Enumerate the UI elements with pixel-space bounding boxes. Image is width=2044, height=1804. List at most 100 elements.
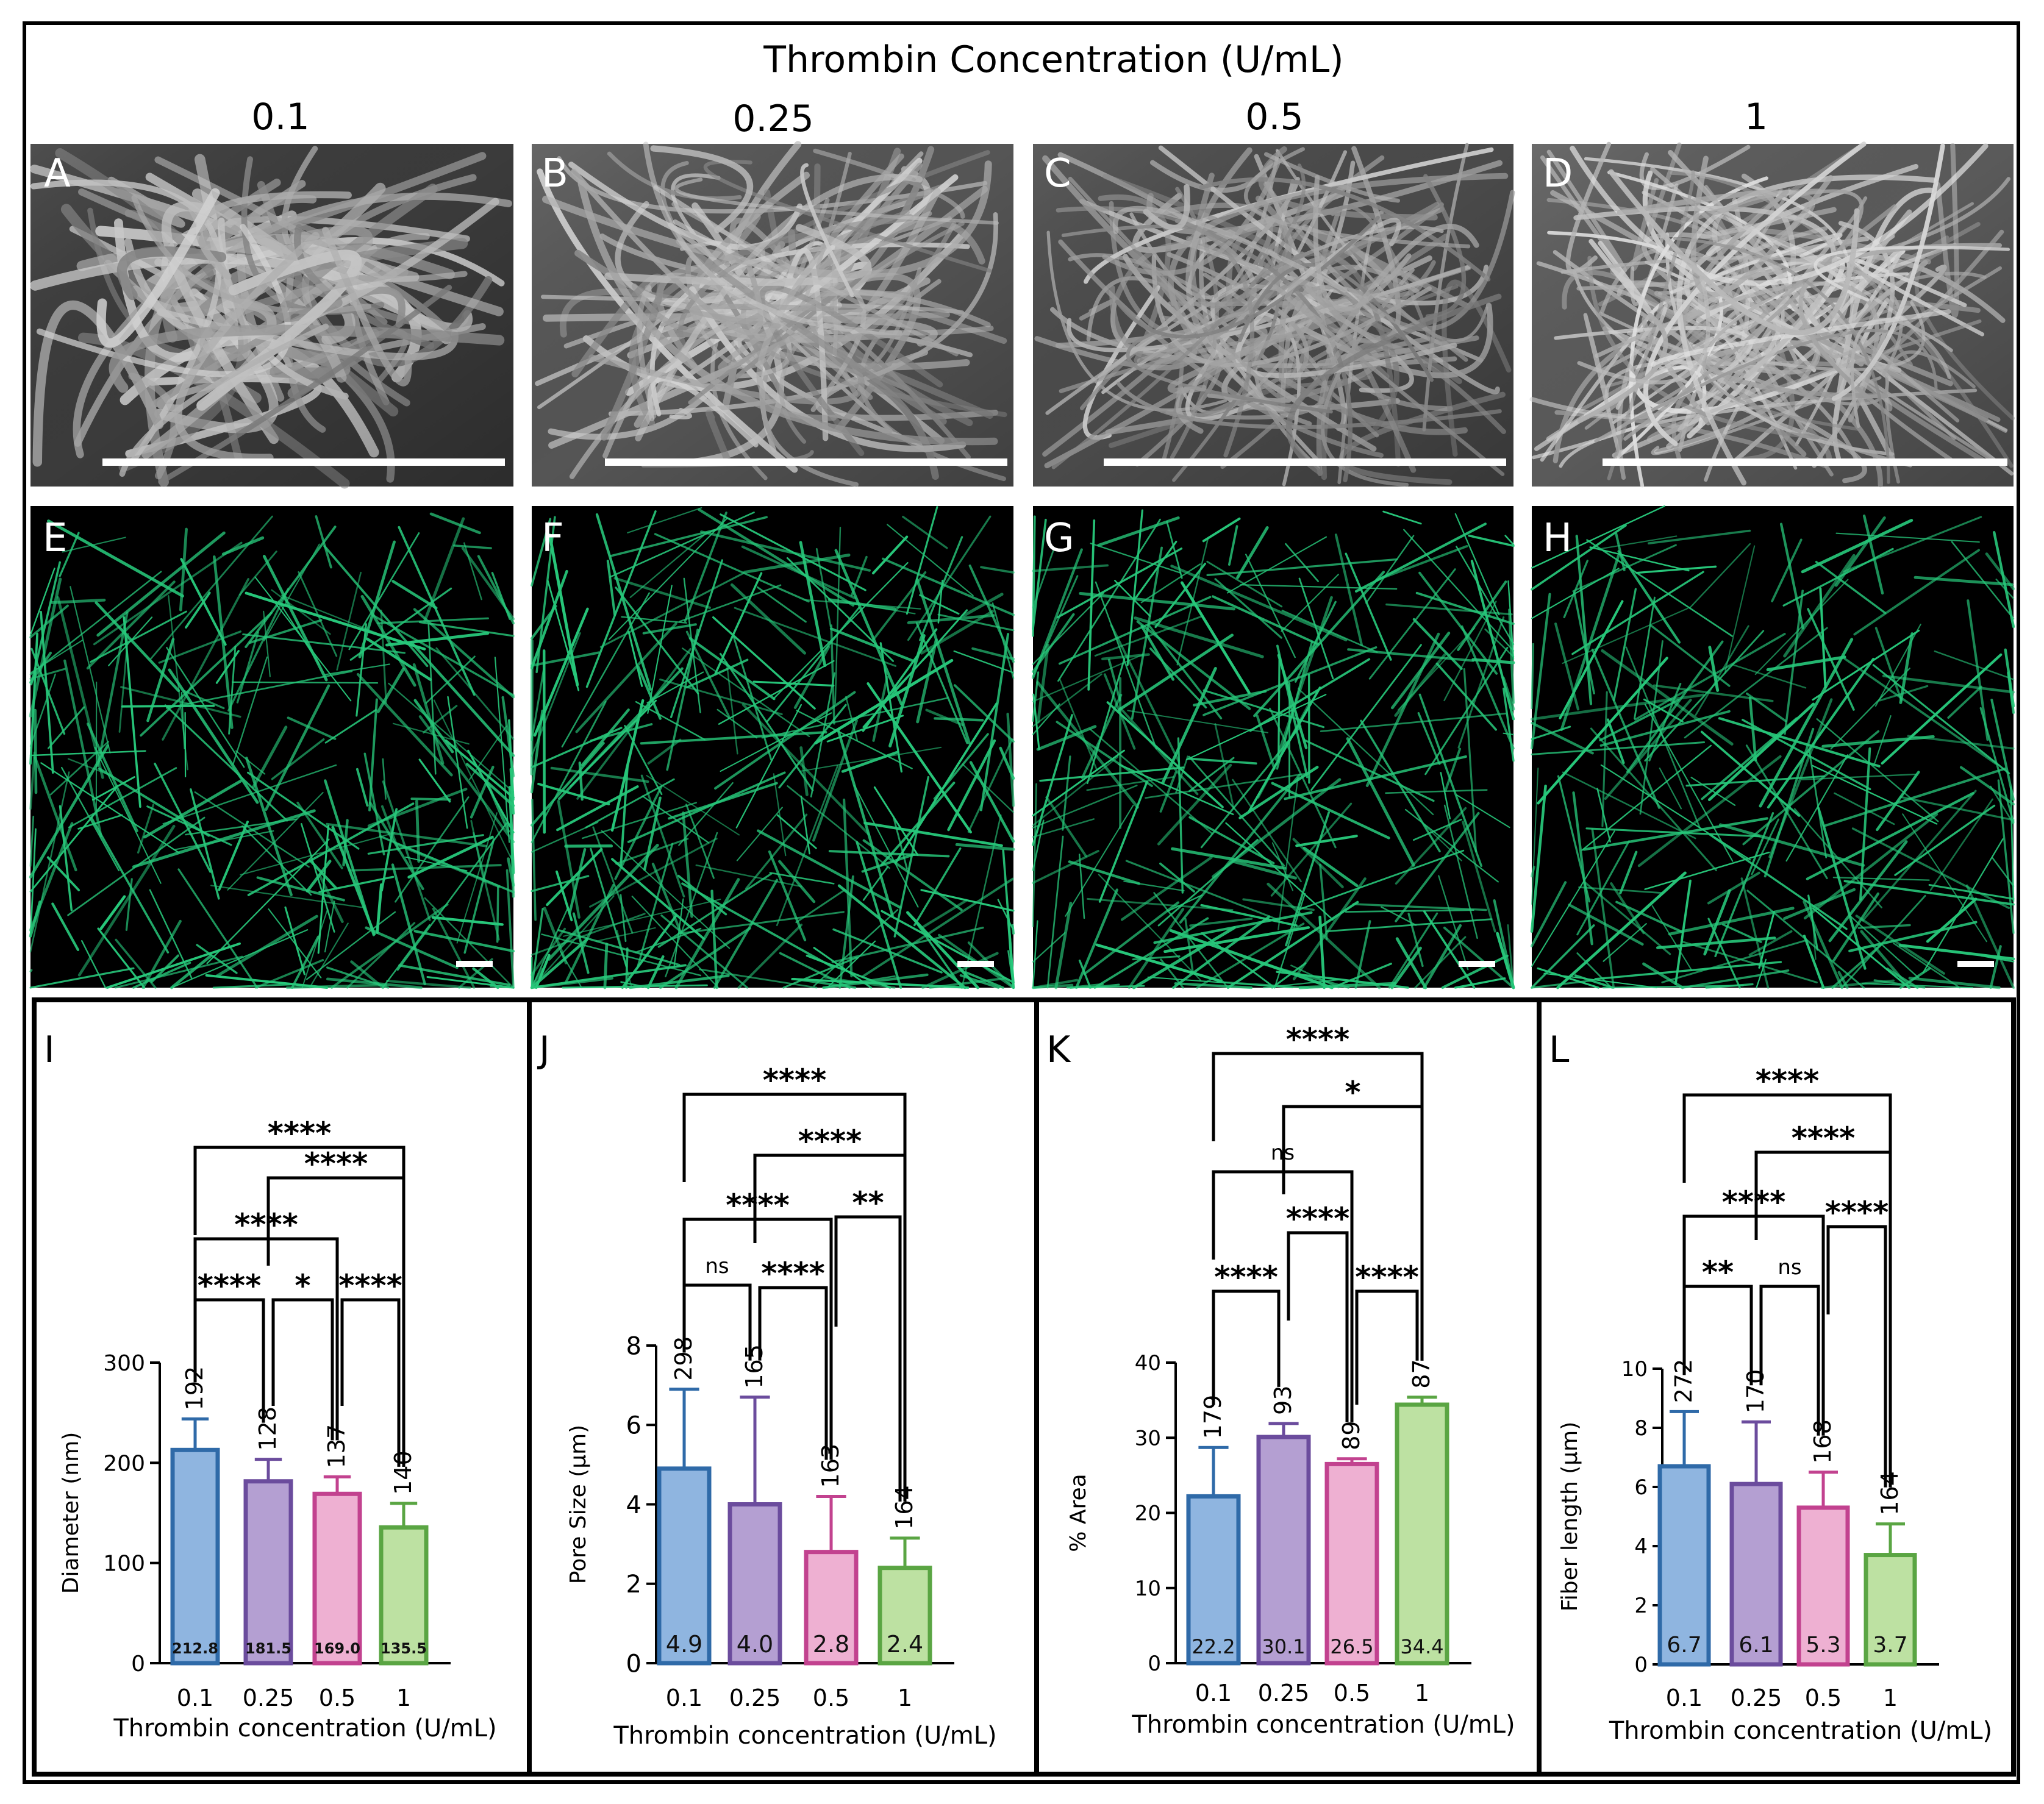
confocal-fiber bbox=[1951, 541, 2015, 620]
significance-bracket bbox=[1826, 1225, 1887, 1488]
confocal-fiber bbox=[1659, 767, 1682, 810]
confocal-fiber bbox=[841, 750, 899, 773]
confocal-fiber bbox=[1345, 552, 1392, 661]
confocal-fiber bbox=[854, 785, 919, 908]
sample-size-label: 89 bbox=[1338, 1421, 1365, 1450]
confocal-fiber bbox=[712, 616, 816, 710]
confocal-fiber bbox=[1591, 828, 1615, 989]
confocal-fiber bbox=[1456, 794, 1510, 829]
confocal-fiber bbox=[1175, 755, 1189, 794]
confocal-fiber bbox=[965, 971, 1004, 989]
x-tick-label: 0.1 bbox=[1195, 1680, 1232, 1706]
confocal-fiber bbox=[1303, 739, 1435, 802]
confocal-fiber bbox=[162, 578, 250, 741]
confocal-fiber bbox=[29, 967, 135, 989]
confocal-fiber bbox=[873, 786, 919, 856]
confocal-fiber bbox=[1751, 818, 1779, 875]
confocal-fiber bbox=[1089, 728, 1213, 835]
confocal-fiber bbox=[922, 899, 968, 929]
confocal-fiber bbox=[1202, 689, 1325, 729]
confocal-fiber bbox=[1463, 668, 1478, 853]
confocal-fiber bbox=[1959, 766, 2015, 806]
confocal-fiber bbox=[1721, 923, 1762, 943]
confocal-fiber bbox=[1783, 888, 1856, 920]
confocal-fiber bbox=[1718, 717, 1881, 768]
confocal-fiber bbox=[815, 547, 832, 628]
confocal-fiber bbox=[1081, 693, 1123, 780]
confocal-fiber bbox=[252, 726, 288, 788]
confocal-fiber bbox=[1098, 780, 1148, 903]
confocal-fiber bbox=[627, 630, 643, 687]
confocal-fiber bbox=[150, 954, 179, 983]
significance-bracket bbox=[193, 1298, 265, 1423]
confocal-fiber bbox=[1253, 571, 1385, 718]
confocal-fiber bbox=[165, 670, 353, 709]
confocal-fiber bbox=[1812, 907, 1910, 989]
confocal-fiber bbox=[1397, 627, 1476, 711]
outer-frame bbox=[23, 21, 2020, 1784]
confocal-fiber bbox=[468, 726, 507, 780]
confocal-fiber bbox=[1068, 860, 1141, 885]
significance-bracket bbox=[340, 1298, 401, 1467]
confocal-fiber bbox=[1271, 782, 1390, 840]
confocal-fiber bbox=[1562, 771, 1696, 840]
confocal-fiber bbox=[240, 832, 395, 875]
confocal-fiber bbox=[356, 768, 369, 807]
significance-label: **** bbox=[726, 1188, 790, 1223]
confocal-fiber bbox=[1651, 905, 1693, 971]
significance-bracket bbox=[1682, 1285, 1753, 1386]
confocal-fiber bbox=[1591, 649, 1660, 809]
confocal-panel-h: H bbox=[1530, 505, 2015, 989]
confocal-fiber bbox=[850, 555, 868, 597]
confocal-fiber bbox=[324, 779, 375, 936]
confocal-fiber bbox=[29, 604, 69, 639]
confocal-fiber bbox=[730, 583, 806, 655]
confocal-fiber bbox=[745, 813, 808, 890]
scale-bar bbox=[1603, 458, 2007, 466]
confocal-fiber bbox=[799, 746, 809, 796]
y-axis-label: Fiber length (µm) bbox=[1557, 1422, 1582, 1612]
confocal-fiber bbox=[1754, 579, 1849, 676]
significance-bracket bbox=[1355, 1289, 1419, 1405]
confocal-fiber bbox=[1058, 596, 1212, 665]
confocal-fiber bbox=[1816, 718, 1939, 822]
confocal-fiber bbox=[1600, 764, 1751, 861]
y-tick-label: 0 bbox=[131, 1652, 145, 1677]
confocal-fiber bbox=[651, 862, 682, 935]
confocal-fiber bbox=[29, 771, 70, 953]
confocal-fiber bbox=[1815, 560, 1887, 615]
confocal-fiber bbox=[1589, 546, 1690, 572]
confocal-fiber bbox=[121, 704, 215, 708]
confocal-fiber bbox=[832, 928, 943, 974]
confocal-fiber bbox=[381, 805, 400, 852]
confocal-fiber bbox=[1443, 601, 1497, 702]
confocal-fiber bbox=[1202, 517, 1241, 543]
confocal-fiber bbox=[1320, 713, 1507, 732]
confocal-fiber bbox=[679, 584, 782, 622]
x-tick-label: 0.1 bbox=[666, 1685, 702, 1711]
confocal-fiber bbox=[1503, 732, 1514, 735]
confocal-fiber bbox=[1707, 871, 1760, 905]
confocal-fiber bbox=[1742, 730, 1880, 846]
significance-label: ** bbox=[1702, 1255, 1734, 1290]
confocal-fiber bbox=[1700, 730, 1801, 817]
confocal-fiber bbox=[412, 663, 445, 765]
confocal-fiber bbox=[919, 536, 963, 641]
confocal-fiber bbox=[1171, 847, 1287, 870]
confocal-fiber bbox=[596, 927, 656, 942]
scale-bar bbox=[957, 961, 994, 967]
confocal-fiber bbox=[688, 636, 776, 701]
confocal-fiber bbox=[1036, 725, 1097, 751]
confocal-fiber bbox=[90, 610, 187, 663]
significance-label: **** bbox=[761, 1256, 825, 1291]
confocal-fiber bbox=[1079, 591, 1235, 611]
confocal-fiber bbox=[1843, 657, 1997, 765]
confocal-fiber bbox=[324, 663, 390, 676]
confocal-fiber bbox=[603, 943, 609, 989]
confocal-panel-f: F bbox=[530, 506, 1015, 989]
significance-label: * bbox=[295, 1268, 310, 1303]
confocal-fiber bbox=[872, 535, 909, 575]
bar bbox=[657, 1466, 712, 1666]
confocal-fiber bbox=[1876, 771, 1920, 832]
confocal-fiber bbox=[287, 716, 337, 740]
